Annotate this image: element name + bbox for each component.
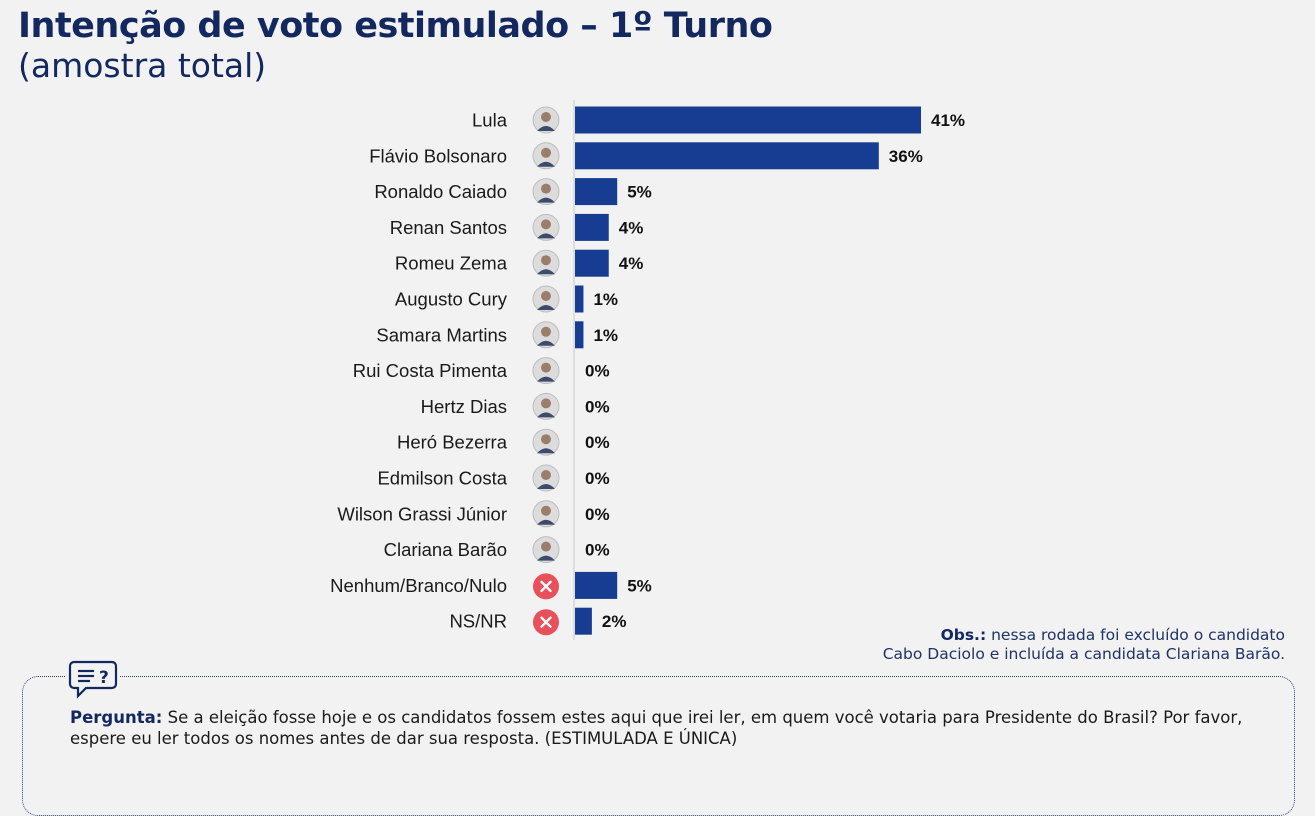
value-label: 0% xyxy=(585,433,610,452)
value-label: 4% xyxy=(619,254,644,273)
avatar-icon xyxy=(532,321,560,349)
avatar-icon xyxy=(532,249,560,277)
question-chat-icon: ? xyxy=(66,658,120,700)
chart-title: Intenção de voto estimulado – 1º Turno xyxy=(18,6,773,46)
category-label: Samara Martins xyxy=(376,324,507,345)
bar xyxy=(575,571,618,599)
avatar-icon xyxy=(532,392,560,420)
category-label: Clariana Barão xyxy=(384,539,507,560)
question-body: Se a eleição fosse hoje e os candidatos … xyxy=(70,708,1243,748)
obs-line-1: nessa rodada foi excluído o candidato xyxy=(991,626,1285,644)
question-text: Pergunta: Se a eleição fosse hoje e os c… xyxy=(70,707,1280,749)
bar xyxy=(575,142,879,170)
category-label: Lula xyxy=(472,110,508,131)
category-label: Ronaldo Caiado xyxy=(374,181,507,202)
avatar-icon xyxy=(532,285,560,313)
category-label: Hertz Dias xyxy=(421,396,507,417)
bar xyxy=(575,607,592,635)
obs-label: Obs.: xyxy=(940,626,987,644)
category-label: NS/NR xyxy=(449,611,507,632)
value-label: 1% xyxy=(593,326,618,345)
value-label: 0% xyxy=(585,505,610,524)
bar xyxy=(575,178,618,206)
category-label: Heró Bezerra xyxy=(397,432,508,453)
value-label: 36% xyxy=(889,147,923,166)
category-label: Augusto Cury xyxy=(395,289,508,310)
chart-subtitle: (amostra total) xyxy=(18,46,267,85)
value-label: 0% xyxy=(585,469,610,488)
value-label: 0% xyxy=(585,541,610,560)
value-label: 0% xyxy=(585,397,610,416)
avatar-icon xyxy=(532,178,560,206)
svg-text:?: ? xyxy=(99,668,109,688)
bar xyxy=(575,249,609,277)
close-x-icon xyxy=(533,573,559,600)
avatar-icon xyxy=(532,464,560,492)
category-label: Nenhum/Branco/Nulo xyxy=(330,575,507,596)
question-label: Pergunta: xyxy=(70,708,163,727)
value-label: 0% xyxy=(585,362,610,381)
value-label: 5% xyxy=(627,183,652,202)
avatar-icon xyxy=(532,428,560,456)
value-label: 5% xyxy=(627,576,652,595)
obs-line-2: Cabo Daciolo e incluída a candidata Clar… xyxy=(882,645,1285,663)
value-label: 2% xyxy=(602,612,627,631)
close-x-icon xyxy=(533,609,559,636)
value-label: 4% xyxy=(619,218,644,237)
category-label: Rui Costa Pimenta xyxy=(353,360,508,381)
bar xyxy=(575,285,584,313)
avatar-icon xyxy=(532,213,560,241)
bar xyxy=(575,321,584,349)
category-label: Renan Santos xyxy=(390,217,507,238)
bar-chart: Lula 41% Flávio Bolsonaro 36% Ronaldo Caiado… xyxy=(330,100,965,640)
category-label: Romeu Zema xyxy=(395,253,508,274)
bar xyxy=(575,213,609,241)
avatar-icon xyxy=(532,106,560,134)
category-label: Edmilson Costa xyxy=(377,468,507,489)
category-label: Wilson Grassi Júnior xyxy=(337,503,507,524)
value-label: 1% xyxy=(593,290,618,309)
avatar-icon xyxy=(532,142,560,170)
value-label: 41% xyxy=(931,111,965,130)
avatar-icon xyxy=(532,536,560,564)
avatar-icon xyxy=(532,500,560,528)
avatar-icon xyxy=(532,357,560,385)
bar xyxy=(575,106,921,134)
category-label: Flávio Bolsonaro xyxy=(369,145,507,166)
observation-note: Obs.: nessa rodada foi excluído o candid… xyxy=(883,626,1285,664)
